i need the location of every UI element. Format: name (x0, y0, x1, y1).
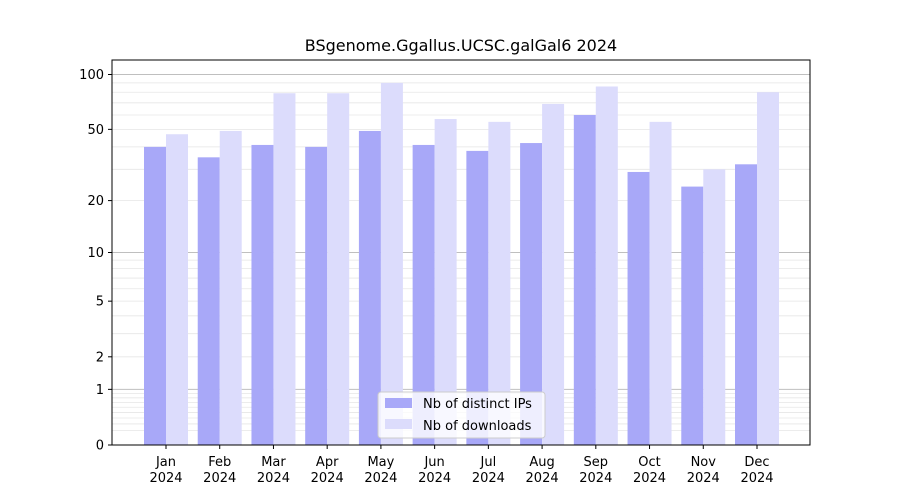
legend-box (377, 391, 546, 439)
x-tick-label-line: Nov (691, 455, 717, 470)
bar-downloads (649, 121, 672, 445)
bar-distinct-ips (412, 144, 435, 445)
bar-downloads (434, 119, 457, 445)
legend: Nb of distinct IPs Nb of downloads (377, 391, 546, 439)
y-tick-label: 100 (79, 68, 104, 83)
x-tick-label-line: Apr (316, 455, 339, 470)
x-tick-label-line: 2024 (418, 471, 451, 486)
bar-distinct-ips (627, 171, 650, 445)
bar-distinct-ips (735, 164, 757, 445)
bar-distinct-ips (197, 157, 220, 445)
x-tick-label: Jun 2024 (418, 455, 451, 486)
x-tick-label: Jan 2024 (149, 455, 182, 486)
bar-distinct-ips (144, 146, 166, 445)
bar-downloads (273, 93, 296, 446)
bar-distinct-ips (681, 186, 704, 445)
legend-swatch-distinct-ips (385, 398, 412, 408)
x-tick-label-line: Jan (155, 455, 176, 470)
y-tick-label: 0 (96, 439, 104, 454)
bar-downloads (380, 82, 403, 445)
bars (144, 82, 779, 446)
x-tick-label-line: Oct (638, 455, 660, 470)
bar-distinct-ips (520, 143, 543, 446)
x-tick-label: Oct 2024 (633, 455, 666, 486)
y-tick-label: 50 (87, 123, 104, 138)
x-tick-label-line: Dec (744, 455, 769, 470)
x-tick-label-line: 2024 (364, 471, 397, 486)
bar-downloads (219, 130, 242, 445)
legend-label-distinct-ips: Nb of distinct IPs (423, 397, 532, 412)
chart-title: BSgenome.Ggallus.UCSC.galGal6 2024 (305, 36, 617, 55)
bar-downloads (542, 103, 565, 446)
x-tick-label: Apr 2024 (311, 455, 344, 486)
x-tick-label-line: 2024 (149, 471, 182, 486)
x-tick-label: Mar 2024 (257, 455, 290, 486)
x-tick-label-line: 2024 (257, 471, 290, 486)
x-tick-label-line: 2024 (472, 471, 505, 486)
x-tick-label: Nov 2024 (687, 455, 720, 486)
bar-downloads (488, 121, 511, 445)
bar-downloads (327, 93, 350, 446)
bar-downloads (703, 169, 726, 445)
x-tick-label-line: 2024 (579, 471, 612, 486)
legend-label-downloads: Nb of downloads (423, 419, 532, 434)
bar-downloads (757, 92, 779, 445)
bar-distinct-ips (466, 150, 489, 445)
x-tick-label-line: Aug (529, 455, 554, 470)
x-tick-label-line: 2024 (311, 471, 344, 486)
legend-swatch-downloads (385, 419, 412, 429)
x-tick-label-line: May (367, 455, 394, 470)
x-tick-label-line: Sep (584, 455, 609, 470)
bar-distinct-ips (573, 114, 596, 445)
x-tick-label-line: Jul (480, 455, 497, 470)
x-tick-label-line: Jun (423, 455, 444, 470)
bar-distinct-ips (251, 144, 274, 445)
y-tick-label: 1 (96, 383, 104, 398)
y-tick-label: 10 (87, 246, 104, 261)
x-tick-label-line: 2024 (633, 471, 666, 486)
bar-distinct-ips (305, 146, 328, 445)
y-tick-label: 5 (96, 295, 104, 310)
x-tick-label-line: Mar (261, 455, 286, 470)
x-tick-label: Feb 2024 (203, 455, 236, 486)
x-tick-label-line: 2024 (687, 471, 720, 486)
y-tick-label: 2 (96, 350, 104, 365)
x-tick-label-line: 2024 (740, 471, 773, 486)
x-tick-label-line: 2024 (203, 471, 236, 486)
x-tick-label-line: 2024 (526, 471, 559, 486)
y-tick-label: 20 (87, 194, 104, 209)
bar-distinct-ips (358, 130, 381, 445)
x-tick-label: Jul 2024 (472, 455, 505, 486)
bar-downloads (595, 86, 618, 445)
x-tick-label: May 2024 (364, 455, 397, 486)
x-tick-label: Dec 2024 (740, 455, 773, 486)
x-tick-label-line: Feb (208, 455, 231, 470)
bar-downloads (166, 134, 188, 445)
x-tick-label: Aug 2024 (526, 455, 559, 486)
x-tick-label: Sep 2024 (579, 455, 612, 486)
